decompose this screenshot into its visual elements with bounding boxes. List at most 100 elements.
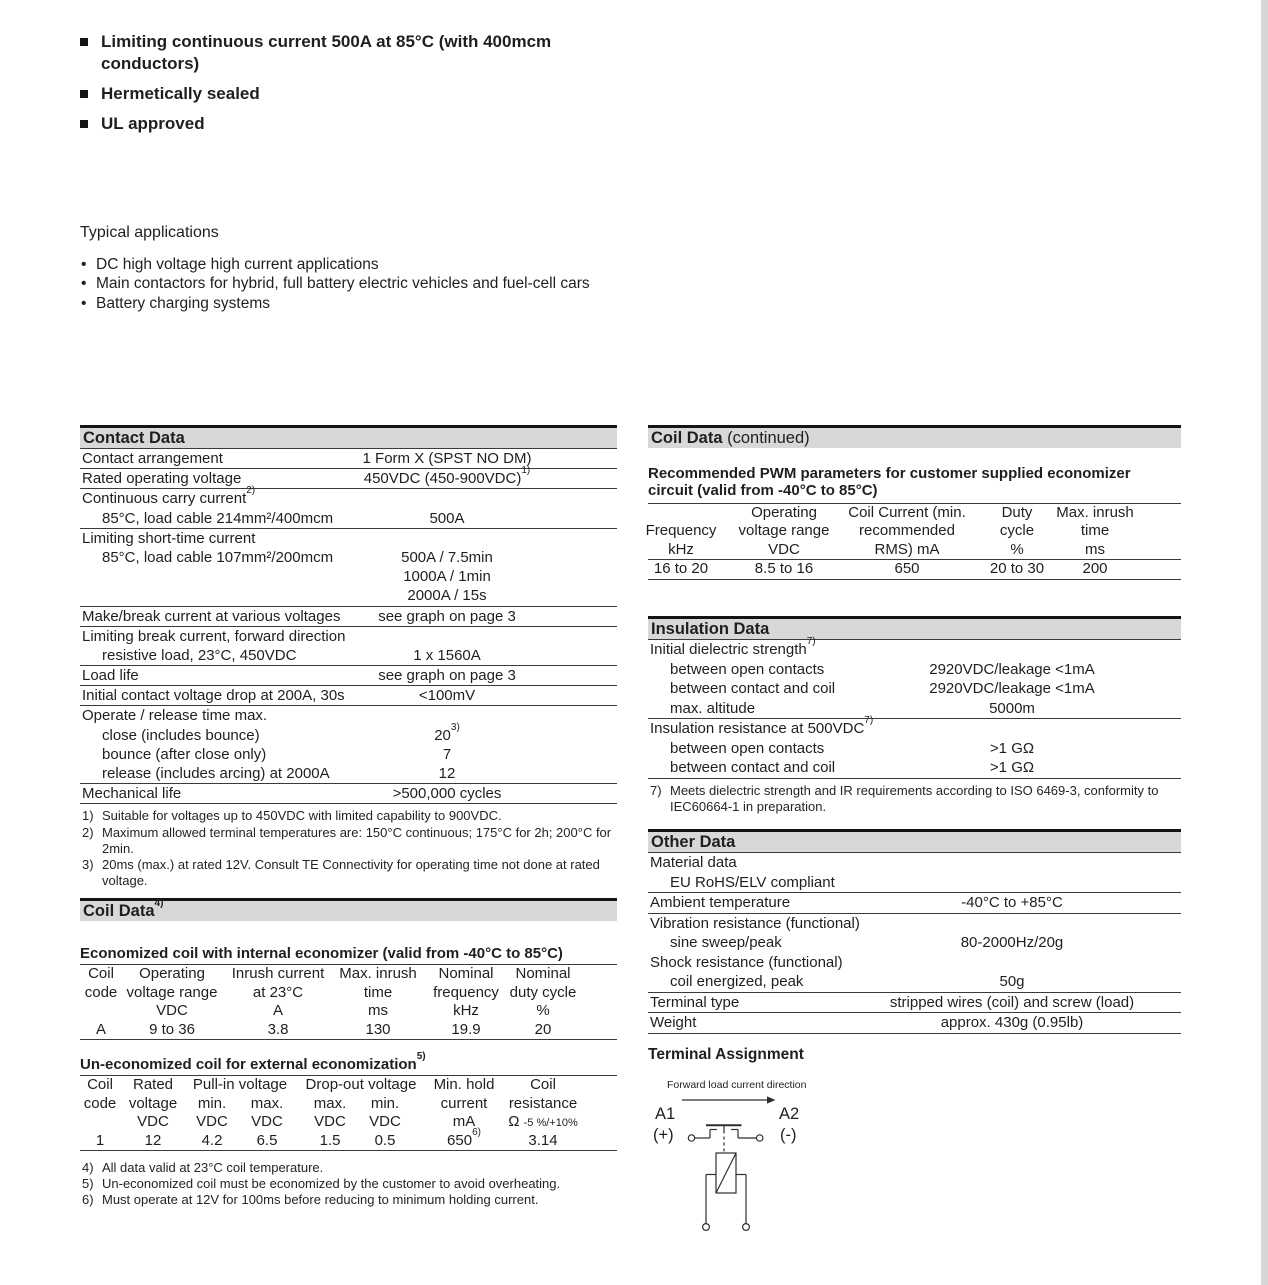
table-row: between contact and coil >1 GΩ [670,759,1035,776]
table-row: Make/break current at various voltages s… [82,607,516,625]
list-item: • Battery charging systems [81,294,271,312]
table-row: Limiting short-time current [82,529,256,547]
feature-item: Limiting continuous current 500A at 85°C… [80,31,601,75]
section-terminal-assignment: Terminal Assignment [648,1046,1181,1064]
table-row: 85°C, load cable 107mm²/200mcm 500A / 7.… [102,548,493,566]
table-header-row: Frequency voltage range recommended cycl… [645,522,1110,540]
section-coil-data: Coil Data4) Economized coil with interna… [80,898,617,1209]
section-title-bar: Coil Data4) [80,898,617,921]
table-row: Continuous carry current2) [82,485,256,508]
table-row: Shock resistance (functional) [650,953,843,971]
left-column: Contact Data Contact arrangement 1 Form … [80,425,617,1207]
table-row: max. altitude 5000m [670,699,1035,717]
uneconomized-caption: Un-economized coil for external economiz… [80,1052,617,1076]
footnote: 7) Meets dielectric strength and IR requi… [650,782,1159,814]
table-row: Rated operating voltage 450VDC (450-900V… [82,465,531,488]
square-bullet-icon [80,90,88,98]
right-column: Coil Data (continued) Recommended PWM pa… [645,425,1181,1232]
coil-footnotes: 4) All data valid at 23°C coil temperatur… [80,1160,617,1209]
feature-item: UL approved [80,113,601,135]
table-row: Insulation resistance at 500VDC7) [650,715,874,738]
footnote: 2) Maximum allowed terminal temperatures … [82,824,612,856]
terminal-a2-sign: (-) [780,1126,796,1144]
table-unit-row: VDC VDC VDC VDC VDC mA Ω -5 %/+10% [137,1113,578,1130]
footnote: 3) 20ms (max.) at rated 12V. Consult TE C… [82,856,600,889]
square-bullet-icon [80,38,88,46]
economized-table: Coil Operating Inrush current Max. inrus… [80,965,617,1040]
table-row: 2000A / 15s [407,587,487,605]
table-row: Mechanical life >500,000 cycles [82,785,502,803]
table-row: between contact and coil 2920VDC/leakage… [670,680,1095,697]
terminal-assignment-diagram: Forward load current direction A1 A2 (+)… [653,1079,807,1232]
section-title-bar: Contact Data [80,425,617,448]
economized-caption: Economized coil with internal economizer… [80,945,617,965]
arrow-label: Forward load current direction [667,1079,807,1091]
contact-table: Contact arrangement 1 Form X (SPST NO DM… [80,448,617,805]
uneconomized-table: Coil Rated Pull-in voltage Drop-out volt… [80,1076,617,1151]
table-row: Contact arrangement 1 Form X (SPST NO DM… [82,450,532,467]
section-coil-data-continued: Coil Data (continued) Recommended PWM pa… [645,425,1181,580]
square-bullet-icon [80,120,88,128]
table-unit-row: VDC A ms kHz % [156,1002,550,1019]
pwm-table: Operating Coil Current (min. Duty Max. i… [645,503,1181,580]
table-row: Initial dielectric strength7) [650,636,816,659]
insulation-table: Initial dielectric strength7) between op… [648,636,1181,779]
table-row: Operate / release time max. [82,707,268,725]
list-item: • DC high voltage high current applicati… [81,256,379,273]
table-header-row: Coil Rated Pull-in voltage Drop-out volt… [87,1076,556,1093]
table-row: resistive load, 23°C, 450VDC 1 x 1560A [102,646,481,664]
section-title-bar: Coil Data (continued) [648,425,1181,448]
table-header-row: code voltage min. max. max. min. current… [83,1094,578,1112]
table-row: between open contacts 2920VDC/leakage <1… [670,660,1095,678]
round-bullet-icon: • [81,275,87,293]
footnote: 5) Un-economized coil must be economized … [82,1176,561,1192]
table-row: sine sweep/peak 80-2000Hz/20g [670,934,1064,951]
page-edge-strip [1261,0,1268,1285]
round-bullet-icon: • [81,256,87,273]
list-item: • Main contactors for hybrid, full batte… [81,275,590,293]
section-contact-data: Contact Data Contact arrangement 1 Form … [80,425,617,889]
other-table: Material data EU RoHS/ELV compliant Ambi… [648,852,1181,1034]
arrow-right-icon [767,1096,776,1104]
table-row: close (includes bounce) 203) [102,721,460,744]
table-header-row: Coil Operating Inrush current Max. inrus… [88,965,571,982]
feature-list: Limiting continuous current 500A at 85°C… [80,31,620,143]
table-row: 1 12 4.2 6.5 1.5 0.5 6506) 3.14 [95,1126,558,1149]
table-row: release (includes arcing) at 2000A 12 [102,765,456,782]
table-row: Limiting break current, forward directio… [82,627,346,645]
table-header-row: Operating Coil Current (min. Duty Max. i… [751,503,1134,521]
table-row: Weight approx. 430g (0.95lb) [650,1014,1084,1031]
table-row: coil energized, peak 50g [670,973,1025,990]
applications-title: Typical applications [80,224,219,241]
table-row: between open contacts >1 GΩ [670,739,1035,757]
table-row: Material data [650,854,737,871]
table-row: 1000A / 1min [403,568,491,586]
table-row: Load life see graph on page 3 [82,667,516,685]
terminal-a1-label: A1 [655,1105,675,1123]
table-row: Vibration resistance (functional) [650,914,860,932]
contact-footnotes: 1) Suitable for voltages up to 450VDC wit… [80,808,617,889]
section-title-bar: Insulation Data [648,616,1181,639]
typical-applications: Typical applications • DC high voltage h… [80,224,700,313]
section-other-data: Other Data Material data EU RoHS/ELV com… [648,829,1181,1034]
terminal-assignment-title: Terminal Assignment [648,1046,804,1063]
terminal-a2-label: A2 [779,1105,799,1123]
table-row: bounce (after close only) 7 [102,745,452,763]
table-header-row: code voltage range at 23°C time frequenc… [84,983,577,1001]
footnote: 6) Must operate at 12V for 100ms before r… [82,1192,539,1208]
section-title-bar: Other Data [648,829,1181,852]
terminal-a1-sign: (+) [653,1126,674,1144]
table-row: Initial contact voltage drop at 200A, 30… [82,687,476,705]
table-row: Terminal type stripped wires (coil) and … [650,993,1135,1011]
insulation-footnotes: 7) Meets dielectric strength and IR requi… [648,783,1181,815]
pwm-caption: Recommended PWM parameters for customer … [648,465,1181,504]
section-insulation-data: Insulation Data Initial dielectric stren… [648,616,1181,815]
feature-item: Hermetically sealed [80,83,601,105]
table-row: 85°C, load cable 214mm²/400mcm 500A [102,509,465,527]
table-row: 16 to 20 8.5 to 16 650 20 to 30 200 [648,559,1181,579]
table-row: EU RoHS/ELV compliant [670,873,835,891]
footnote: 1) Suitable for voltages up to 450VDC wit… [82,808,502,824]
footnote: 4) All data valid at 23°C coil temperatur… [82,1160,324,1175]
table-row: Ambient temperature -40°C to +85°C [650,894,1063,911]
table-row: A 9 to 36 3.8 130 19.9 20 [95,1020,552,1038]
